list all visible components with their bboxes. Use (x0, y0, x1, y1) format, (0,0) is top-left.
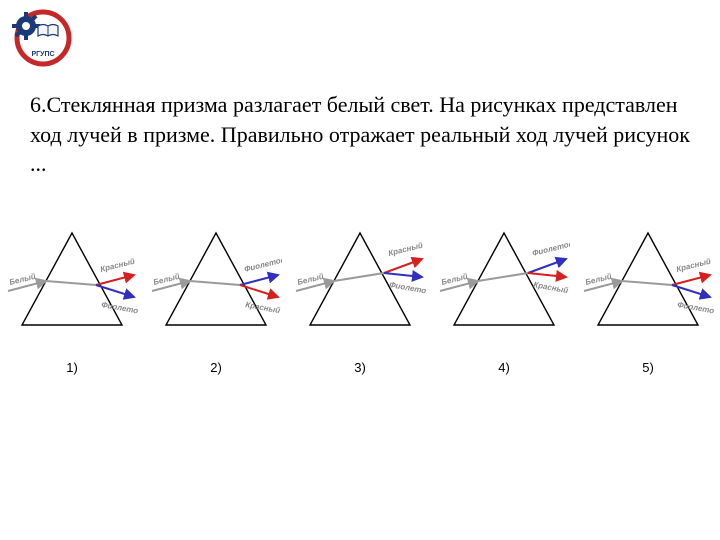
svg-text:Красный: Красный (99, 257, 135, 274)
diagram-label-4: 4) (438, 360, 570, 375)
svg-text:Фиолетовый: Фиолетовый (677, 300, 714, 318)
svg-text:Фиолетовый: Фиолетовый (531, 236, 570, 258)
diagram-label-1: 1) (6, 360, 138, 375)
diagram-label-2: 2) (150, 360, 282, 375)
diagram-1: Белый Красный Фиолетовый (6, 225, 138, 335)
university-logo: РГУПС (8, 8, 78, 68)
logo-text: РГУПС (31, 51, 54, 58)
diagram-label-5: 5) (582, 360, 714, 375)
diagram-3: Белый Красный Фиолетовый (294, 225, 426, 335)
prism-diagram-3: Белый Красный Фиолетовый (294, 225, 426, 335)
svg-text:Красный: Красный (675, 257, 711, 274)
prism-diagram-2: Белый Фиолетовый Красный (150, 225, 282, 335)
labels-row: 1) 2) 3) 4) 5) (0, 360, 720, 375)
diagram-4: Белый Фиолетовый Красный (438, 225, 570, 335)
prism-diagram-5: Белый Красный Фиолетовый (582, 225, 714, 335)
diagram-2: Белый Фиолетовый Красный (150, 225, 282, 335)
diagrams-row: Белый Красный Фиолетовый Белый Фиолетовы… (0, 225, 720, 335)
svg-text:Красный: Красный (533, 280, 569, 295)
prism-diagram-1: Белый Красный Фиолетовый (6, 225, 138, 335)
svg-text:Фиолетовый: Фиолетовый (101, 300, 138, 318)
svg-text:Фиолетовый: Фиолетовый (243, 252, 282, 274)
logo-svg: РГУПС (8, 8, 78, 68)
diagram-label-3: 3) (294, 360, 426, 375)
diagram-5: Белый Красный Фиолетовый (582, 225, 714, 335)
svg-text:Красный: Красный (387, 241, 423, 258)
question-text: 6.Стеклянная призма разлагает белый свет… (30, 90, 690, 179)
prism-diagram-4: Белый Фиолетовый Красный (438, 225, 570, 335)
svg-text:Красный: Красный (245, 300, 281, 315)
